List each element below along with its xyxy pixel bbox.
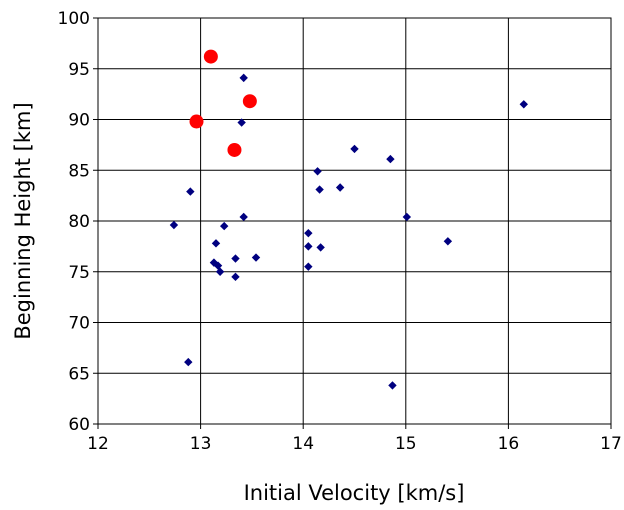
data-point-circle [203,49,218,64]
x-tick-label: 17 [600,434,622,454]
y-tick-label: 65 [68,364,90,384]
data-point-diamond [251,253,261,262]
x-axis-ticks: 12 13 14 15 16 17 [87,434,622,454]
data-point-diamond [304,228,313,238]
data-point-diamond [169,220,179,230]
data-point-circle [227,142,242,157]
y-tick-label: 80 [68,212,90,232]
data-point-diamond [315,185,324,194]
data-point-diamond [304,242,313,251]
data-point-diamond [402,212,412,222]
x-tick-label: 15 [395,434,417,454]
y-tick-label: 70 [68,314,90,334]
data-point-diamond [231,254,240,263]
data-point-diamond [184,357,193,367]
data-point-diamond [239,212,248,222]
data-point-diamond [386,154,395,164]
data-point-diamond [304,262,313,271]
data-point-diamond [519,100,528,109]
data-point-diamond [350,144,359,154]
data-point-diamond [313,167,322,176]
data-point-circle [189,114,204,129]
plot-border [97,17,612,425]
y-tick-label: 95 [68,60,90,80]
data-point-diamond [186,187,195,196]
x-tick-label: 13 [190,434,212,454]
x-tick-label: 16 [498,434,520,454]
y-tick-label: 75 [68,263,90,283]
y-tick-label: 60 [68,415,90,435]
y-tick-label: 90 [68,111,90,131]
y-tick-label: 85 [68,161,90,181]
data-point-diamond [237,118,246,127]
data-point-diamond [231,272,240,282]
data-point-circle [242,94,257,109]
data-points [169,49,528,390]
y-tick-label: 100 [58,9,90,29]
data-point-diamond [219,221,229,231]
x-tick-label: 14 [292,434,314,454]
data-point-diamond [215,267,225,276]
data-point-diamond [443,237,453,246]
data-point-diamond [316,243,325,252]
y-axis-title: Beginning Height [km] [11,102,35,339]
data-point-diamond [211,239,221,248]
data-point-diamond [335,183,345,192]
data-point-diamond [388,381,397,390]
x-axis-title: Initial Velocity [km/s] [244,481,465,505]
x-tick-label: 12 [87,434,109,454]
y-axis-ticks: 60 65 70 75 80 85 90 95 100 [58,9,90,435]
data-point-diamond [239,73,248,83]
